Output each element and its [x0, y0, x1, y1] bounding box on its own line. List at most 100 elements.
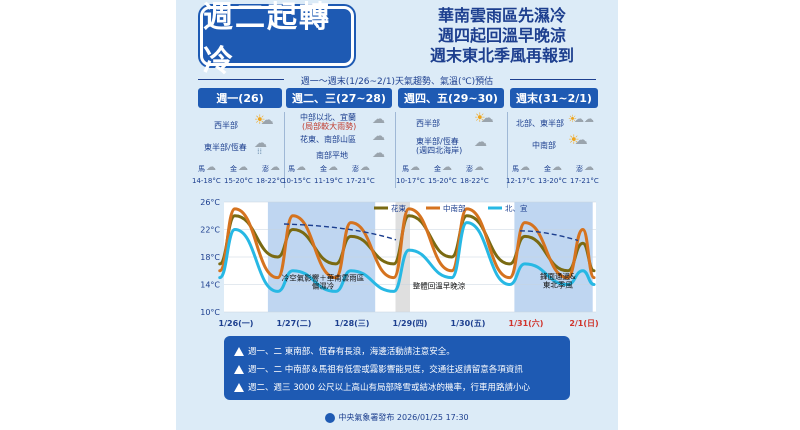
island-name: 金	[434, 165, 441, 173]
note-item: 週二、週三 3000 公尺以上高山有局部降雪或結冰的機率，行車用路請小心	[234, 381, 530, 393]
region-label: 中部以北、宜蘭	[300, 113, 356, 122]
island-temp: 10-17°C	[396, 177, 425, 185]
x-tick-label: 1/29(四)	[393, 319, 428, 328]
cloud-icon: ☁	[270, 162, 280, 173]
x-tick-label: 1/27(二)	[277, 319, 312, 328]
region-label: 東半部/恆春	[416, 137, 459, 146]
col-header-weekend: 週末(31~2/1)	[510, 88, 598, 108]
sun-cloud-icon: ☀☁	[254, 113, 274, 128]
chart-annotation: 整體回溫早晚涼	[413, 281, 466, 291]
region-label: 南部平地	[316, 151, 348, 160]
cloud-icon: ☁	[238, 162, 248, 173]
region-label: 花東、南部山區	[300, 135, 356, 144]
island-temp: 11-19°C	[314, 177, 343, 185]
cloud-rain-icon: ☀☁☁	[568, 114, 594, 125]
page-title: 週二起轉冷	[203, 0, 331, 79]
cloud-rain-icon: ☁⁞⁞	[254, 136, 267, 156]
island-name: 馬	[288, 165, 295, 173]
headline-2: 週四起回溫早晚涼	[437, 26, 566, 45]
region-label: 西半部	[214, 121, 238, 130]
island-temp: 18-22°C	[460, 177, 489, 185]
note-item: 週一、二 中南部＆馬祖有低雲或霧影響能見度，交通往返請留意各項資訊	[234, 363, 523, 375]
island-name: 金	[230, 165, 237, 173]
island-temp: 15-20°C	[224, 177, 253, 185]
title-box: 週二起轉冷	[200, 0, 354, 79]
x-tick-label: 1/26(一)	[219, 319, 254, 328]
y-tick-label: 10°C	[200, 308, 220, 317]
y-tick-label: 22°C	[200, 226, 220, 235]
region-label: 中南部	[532, 141, 556, 150]
note-item: 週一、二 東南部、恆春有長浪，海邊活動請注意安全。	[234, 345, 455, 357]
sun-cloud-icon: ☀☁	[568, 133, 588, 148]
sun-cloud-icon: ☀☁	[474, 111, 494, 126]
cloud-icon: ☁	[584, 162, 594, 173]
island-name: 金	[544, 165, 551, 173]
temperature-chart: 26°C 22°C 18°C 14°C 10°C 花東 中南部 北、宜冷空氣影響＋華南雲雨區偏…	[200, 198, 598, 328]
subtitle: 週一～週末(1/26~2/1)天氣趨勢、氣溫(℃)預估	[300, 77, 494, 87]
cloud-icon: ☁	[296, 162, 306, 173]
y-tick-label: 26°C	[200, 198, 220, 207]
headline-3: 週末東北季風再報到	[429, 46, 574, 65]
x-tick-label: 2/1(日)	[569, 319, 598, 328]
island-name: 澎	[576, 165, 583, 173]
cloud-icon: ☁	[360, 162, 370, 173]
series-line-中南部	[218, 207, 596, 280]
col-header-thufri: 週四、五(29~30)	[398, 88, 504, 108]
cloud-icon: ☁	[328, 162, 338, 173]
subtitle-line-left	[198, 79, 284, 80]
island-temp: 10-15°C	[282, 177, 311, 185]
island-name: 澎	[352, 165, 359, 173]
chart-annotation: 偏濕冷	[312, 281, 335, 291]
x-tick-label: 1/31(六)	[509, 318, 544, 328]
headline-1: 華南雲雨區先濕冷	[437, 6, 566, 25]
cwa-logo-icon	[325, 412, 336, 423]
island-temp: 14-18°C	[192, 177, 221, 185]
cloud-icon: ☁	[410, 162, 420, 173]
island-temp: 18-22°C	[256, 177, 285, 185]
island-name: 馬	[512, 165, 519, 173]
legend-label: 北、宜	[505, 203, 528, 213]
cloud-icon: ☁	[372, 146, 385, 161]
island-name: 馬	[198, 165, 205, 173]
col-header-mon: 週一(26)	[198, 88, 282, 108]
island-name: 金	[320, 165, 327, 173]
cloud-rain-icon: ☁	[474, 135, 487, 150]
weather-card: 週二起轉冷 華南雲雨區先濕冷 週四起回溫早晚涼 週末東北季風再報到 週一～週末(…	[176, 0, 618, 430]
y-tick-label: 18°C	[200, 253, 220, 262]
legend-label: 花東	[391, 203, 406, 213]
island-name: 澎	[466, 165, 473, 173]
col-header-tuewed: 週二、三(27~28)	[286, 88, 392, 108]
column-separator	[507, 112, 508, 188]
island-temp: 15-20°C	[428, 177, 457, 185]
cloud-rain-icon: ☁	[372, 129, 385, 144]
subtitle-line-right	[510, 79, 596, 80]
legend-label: 中南部	[443, 203, 466, 213]
cloud-icon: ☁	[206, 162, 216, 173]
island-temp: 12-17°C	[506, 177, 535, 185]
cloud-rain-icon: ☁	[372, 112, 385, 127]
region-label: 西半部	[416, 119, 440, 128]
region-label: 東半部/恆春	[204, 143, 247, 152]
notes-box: 週一、二 東南部、恆春有長浪，海邊活動請注意安全。 週一、二 中南部＆馬祖有低雲…	[224, 336, 570, 400]
chart-annotation: 鋒面通過&	[540, 271, 576, 281]
x-tick-label: 1/28(三)	[335, 319, 370, 328]
island-temp: 13-20°C	[538, 177, 567, 185]
cloud-icon: ☁	[474, 162, 484, 173]
island-temp: 17-21°C	[570, 177, 599, 185]
cloud-icon: ☁	[442, 162, 452, 173]
chart-annotation: 東北季風	[543, 279, 573, 289]
region-note: (局部較大雨勢)	[302, 122, 357, 131]
island-name: 馬	[402, 165, 409, 173]
column-separator	[284, 112, 285, 188]
warning-icon	[234, 346, 244, 356]
island-name: 澎	[262, 165, 269, 173]
island-temp: 17-21°C	[346, 177, 375, 185]
region-note: (週四北海岸)	[416, 146, 463, 155]
warning-icon	[234, 364, 244, 374]
warning-icon	[234, 382, 244, 392]
x-tick-label: 1/30(五)	[451, 319, 486, 328]
series-line-北、宜	[218, 221, 596, 293]
footer: 中央氣象署發布 2026/01/25 17:30	[176, 412, 618, 423]
chart-annotation: 冷空氣影響＋華南雲雨區	[282, 272, 365, 282]
cloud-icon: ☁	[520, 162, 530, 173]
